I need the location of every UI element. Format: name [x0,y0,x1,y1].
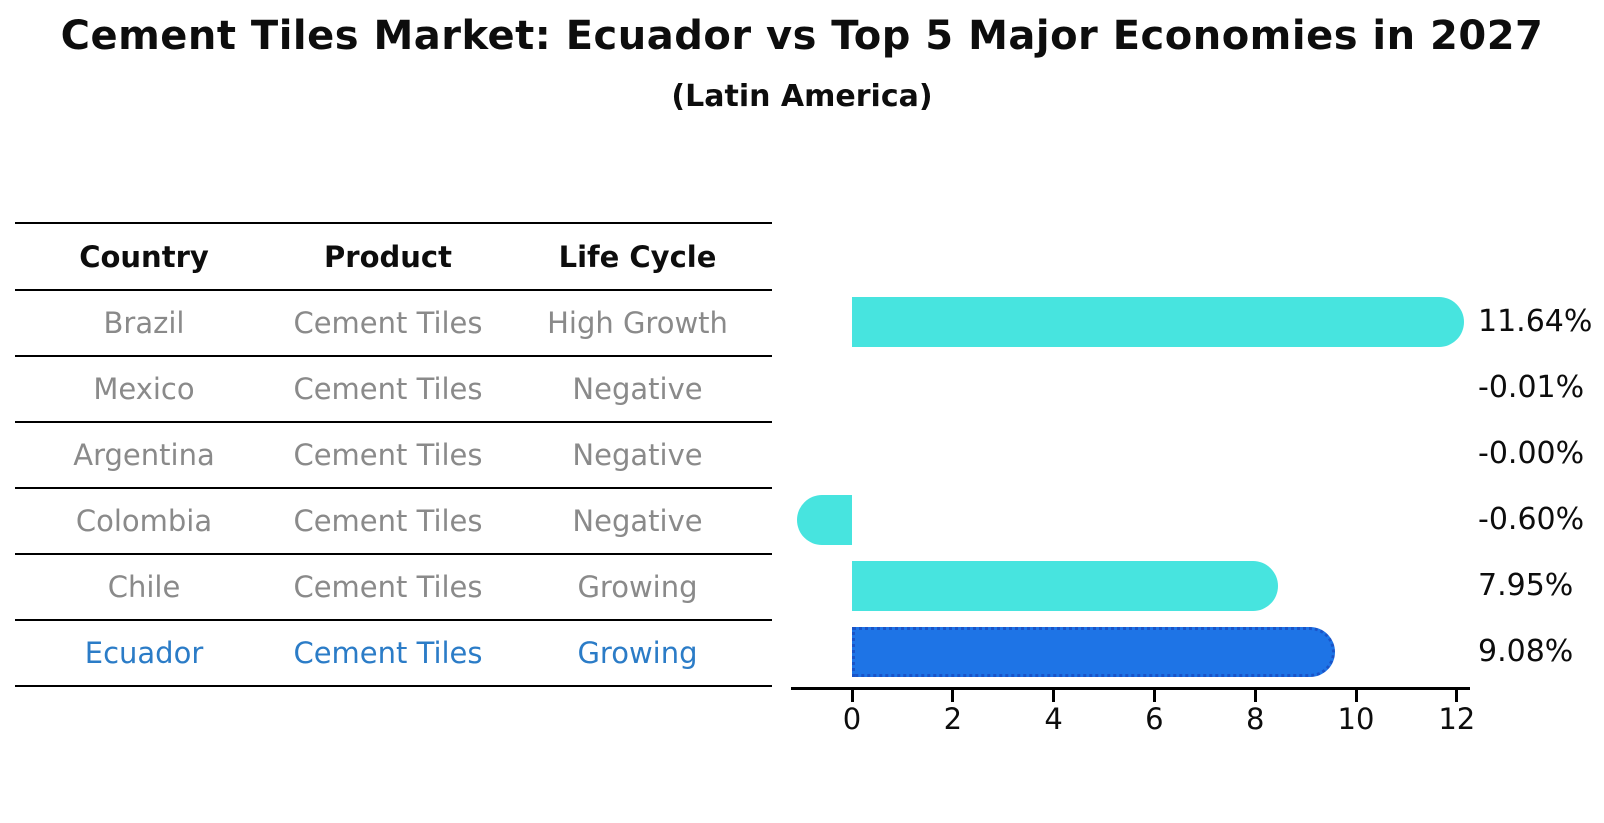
x-axis-tick-label: 4 [1044,702,1063,736]
table-cell-life_cycle: Growing [577,570,698,604]
value-label-mexico: -0.01% [1478,370,1585,405]
x-axis-tick [1455,690,1459,702]
table-header-life_cycle: Life Cycle [558,239,717,274]
table-cell-product: Cement Tiles [293,372,483,406]
value-label-colombia: -0.60% [1478,502,1585,537]
x-axis-tick [1152,690,1156,702]
x-axis-tick [1052,690,1056,702]
table-cell-country: Mexico [93,372,195,406]
table-row-mexico: Mexico Cement Tiles Negative [15,357,772,423]
chart-title: Cement Tiles Market: Ecuador vs Top 5 Ma… [60,13,1544,59]
x-axis-tick-label: 0 [842,702,862,736]
bar-chile [852,561,1278,611]
table-header-row: Country Product Life Cycle [15,224,772,291]
x-axis-tick-label: 8 [1245,702,1265,736]
x-axis-tick [850,690,854,702]
x-axis-tick-label: 10 [1337,702,1375,736]
value-label-chile: 7.95% [1478,568,1574,603]
table-cell-product: Cement Tiles [293,306,483,340]
table-cell-life_cycle: Negative [572,438,703,472]
table-header-country: Country [79,239,209,274]
table-header-product: Product [324,239,452,274]
x-axis-tick-label: 2 [943,702,963,736]
chart-subtitle: (Latin America) [671,79,933,114]
bar-colombia [796,495,852,545]
table-cell-life_cycle: Growing [577,636,698,670]
table-cell-product: Cement Tiles [293,570,483,604]
table-row-argentina: Argentina Cement Tiles Negative [15,423,772,489]
table-row-chile: Chile Cement Tiles Growing [15,555,772,621]
table-row-colombia: Colombia Cement Tiles Negative [15,489,772,555]
table-cell-life_cycle: Negative [572,372,703,406]
table-cell-country: Brazil [103,306,185,340]
value-label-argentina: -0.00% [1478,436,1585,471]
table-cell-country: Argentina [73,438,215,472]
bar-ecuador [852,627,1335,677]
bar-brazil [852,297,1464,347]
table-row-ecuador: Ecuador Cement Tiles Growing [15,621,772,687]
x-axis-tick [1354,690,1358,702]
table-cell-product: Cement Tiles [293,504,483,538]
value-label-brazil: 11.64% [1478,304,1593,339]
x-axis-tick-label: 6 [1145,702,1164,736]
x-axis-tick [1253,690,1257,702]
x-axis-line [791,687,1470,690]
table-cell-country: Colombia [75,504,213,538]
table-cell-product: Cement Tiles [293,438,483,472]
table-cell-country: Chile [107,570,181,604]
table-cell-life_cycle: Negative [572,504,703,538]
value-label-ecuador: 9.08% [1478,634,1574,669]
table-cell-country: Ecuador [84,636,204,670]
country-table: Country Product Life Cycle Brazil Cement Til… [15,222,772,687]
x-axis-tick-label: 12 [1438,702,1476,736]
table-cell-life_cycle: High Growth [547,306,728,340]
table-row-brazil: Brazil Cement Tiles High Growth [15,291,772,357]
x-axis-tick [951,690,955,702]
table-cell-product: Cement Tiles [293,636,483,670]
